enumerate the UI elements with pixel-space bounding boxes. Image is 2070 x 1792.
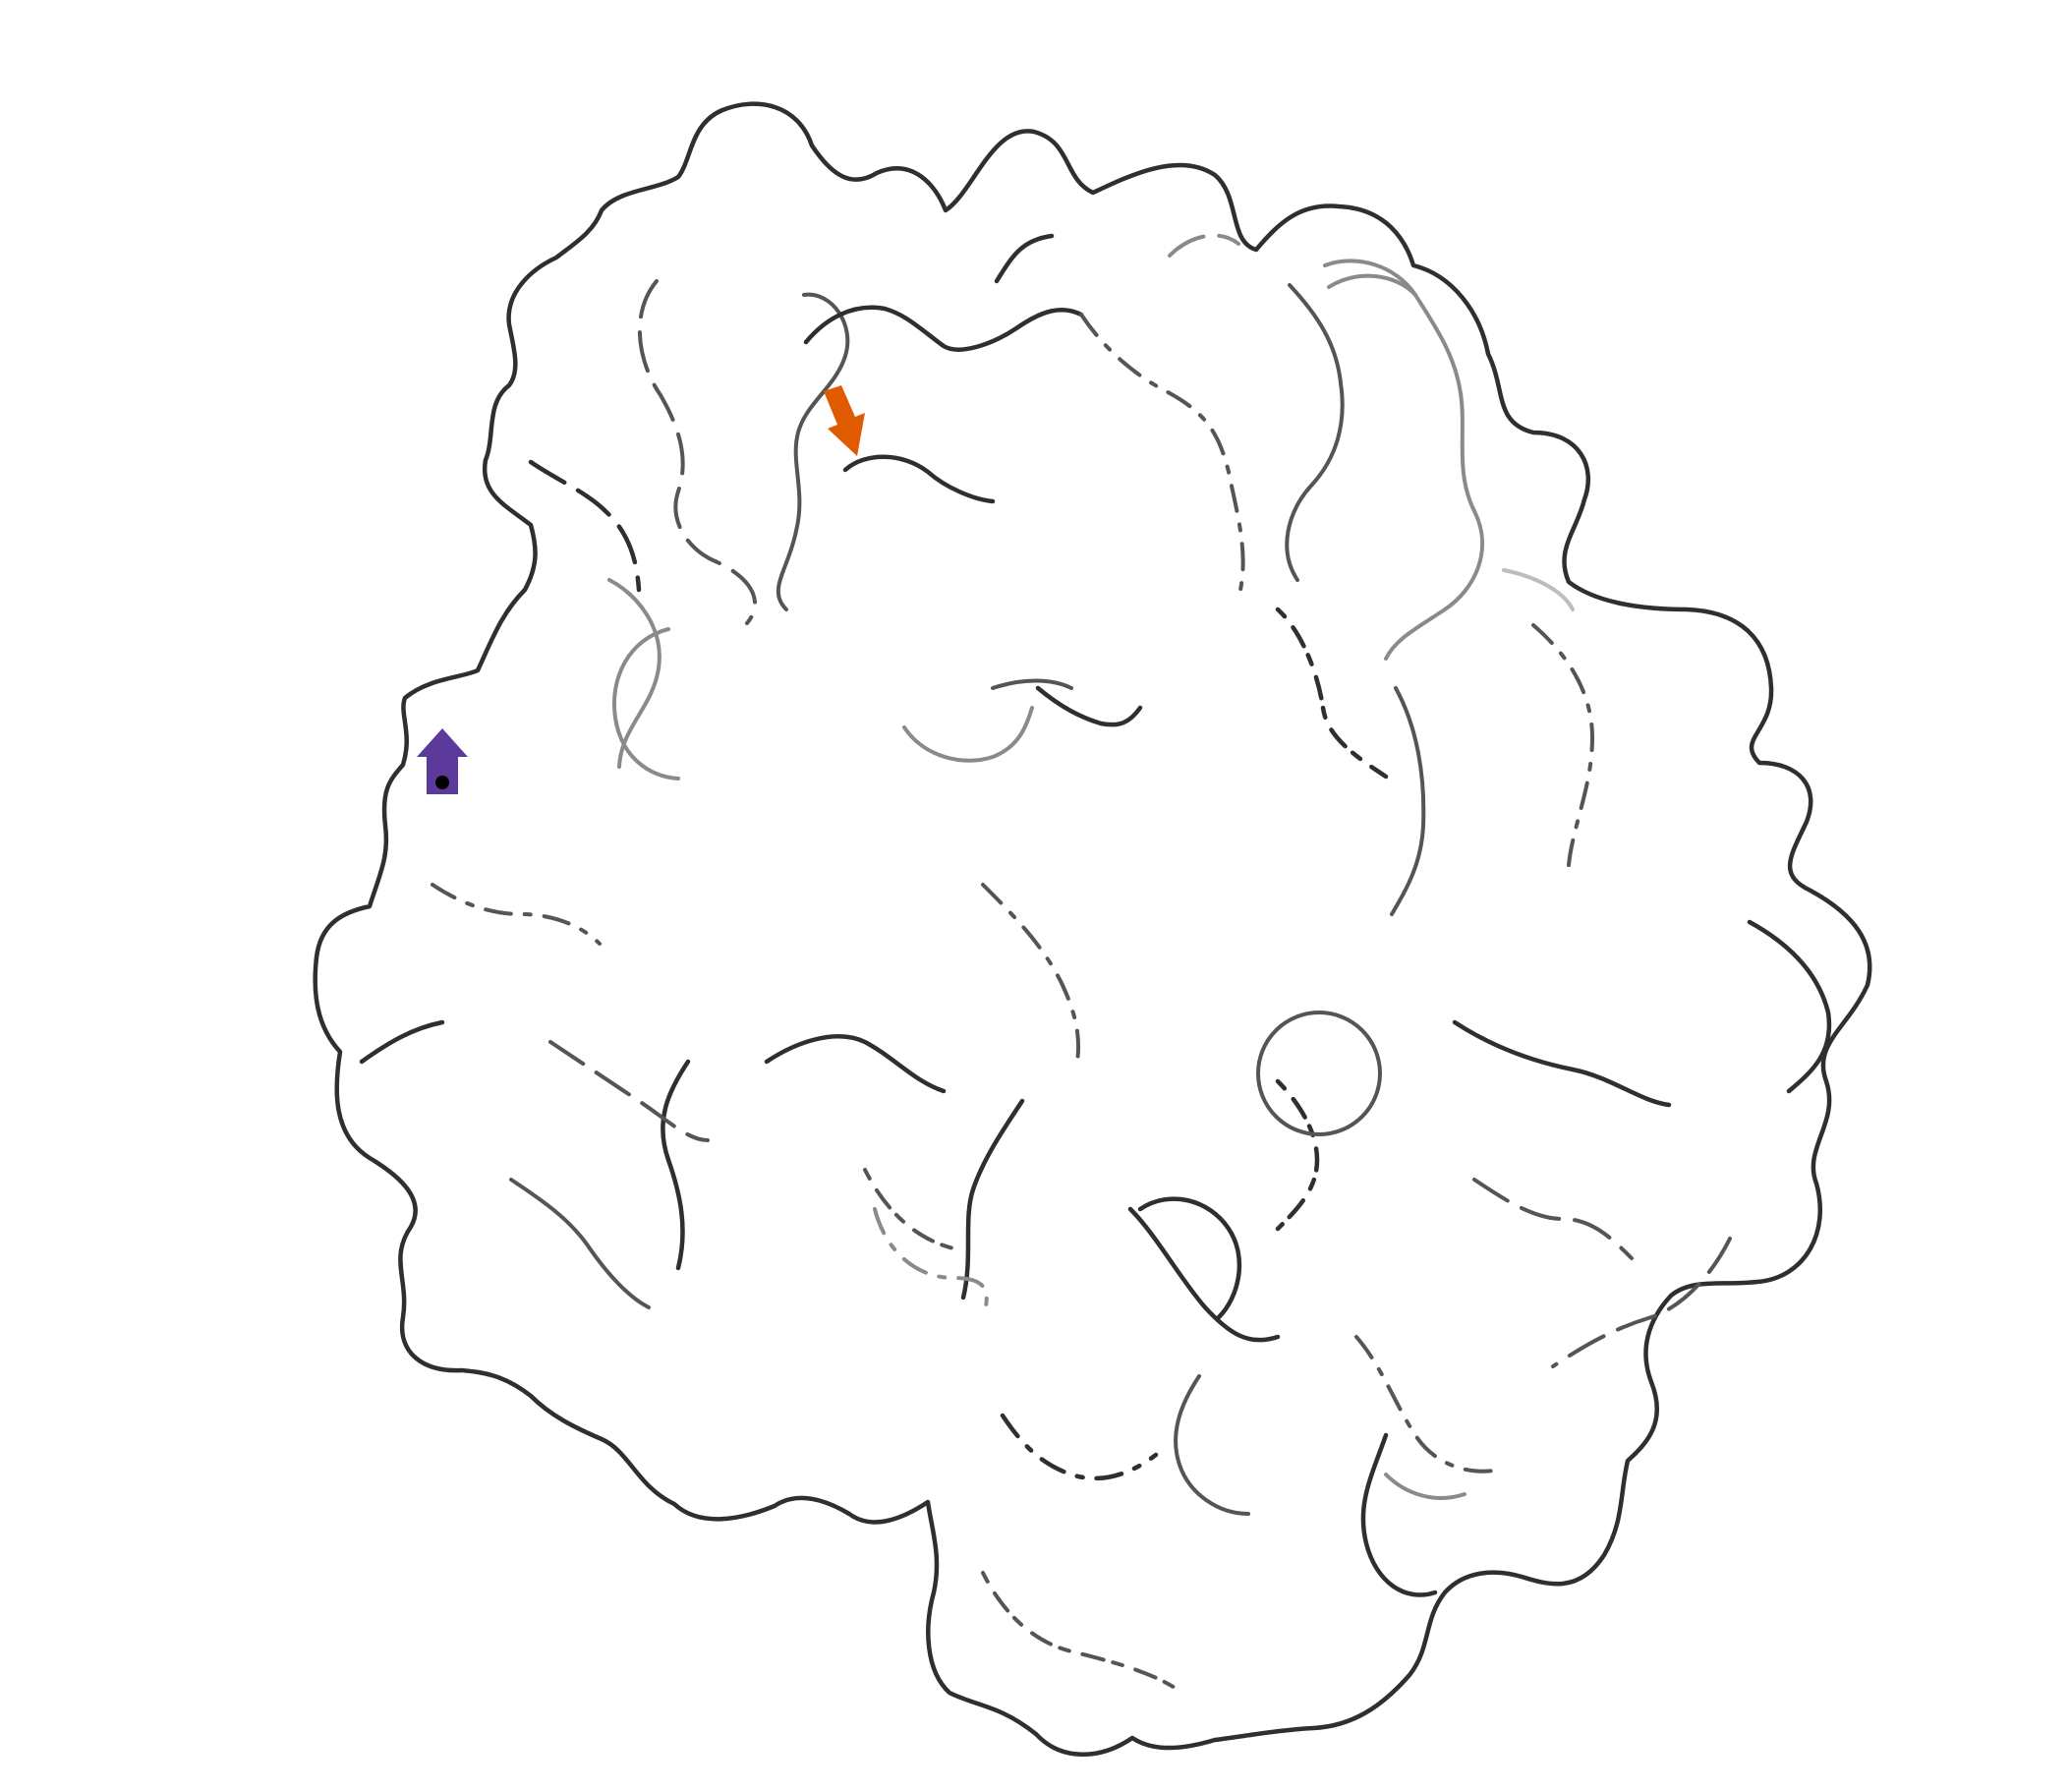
surface-inner-ridge-11 <box>1452 1019 1672 1108</box>
surface-inner-ridge-30 <box>528 459 642 593</box>
surface-inner-ridge-31 <box>991 678 1073 690</box>
surface-inner-ridge-34 <box>1137 1196 1242 1320</box>
surface-inner-ridge-8 <box>1323 259 1484 661</box>
surface-inner-ridge-27 <box>1360 1432 1438 1597</box>
purple-arrow-shape <box>417 728 468 794</box>
surface-inner-ridge-19 <box>661 1059 691 1271</box>
surface-inner-ridge-12 <box>1531 623 1594 867</box>
surface-cavity-ring <box>1256 1011 1382 1136</box>
surface-inner-ridge-16 <box>1354 1335 1496 1474</box>
surface-inner-ridge-26 <box>1174 1374 1250 1516</box>
surface-inner-ridge-17 <box>960 1098 1025 1301</box>
surface-inner-ridge-22 <box>431 883 602 946</box>
surface-inner-ridge-5 <box>1079 313 1245 592</box>
surface-sphere-arc-5 <box>1327 273 1417 297</box>
orange-arrow-marker <box>824 385 865 456</box>
surface-inner-ridge-36 <box>1275 1078 1320 1232</box>
surface-inner-ridge-28 <box>981 1571 1181 1693</box>
surface-inner-ridge-25 <box>1000 1413 1159 1481</box>
surface-outer-outline <box>313 101 1872 1757</box>
surface-inner-ridge-21 <box>764 1034 947 1094</box>
surface-inner-ridge-9 <box>1275 607 1389 780</box>
surface-sphere-arc-3 <box>1502 568 1575 611</box>
surface-inner-ridge-4 <box>842 454 996 504</box>
surface-inner-ridge-14 <box>1551 1237 1732 1368</box>
surface-inner-ridge-24 <box>509 1178 651 1309</box>
orange-arrow-shape <box>824 385 865 456</box>
surface-sphere-arc-2 <box>902 706 1034 763</box>
surface-inner-ridge-33 <box>981 883 1081 1064</box>
surface-sphere-arc-1 <box>612 627 680 780</box>
surface-inner-ridge-13 <box>1747 919 1832 1094</box>
surface-inner-ridge-7 <box>1285 283 1345 582</box>
surface-inner-ridge-18 <box>863 1168 955 1250</box>
surface-inner-ridge-20 <box>548 1040 710 1142</box>
surface-inner-ridge-1 <box>637 279 758 625</box>
purple-arrow-dot <box>435 776 449 789</box>
surface-sphere-arc-4 <box>1168 233 1240 258</box>
surface-inner-ridge-23 <box>359 1019 445 1065</box>
surface-inner-ridge-15 <box>1127 1206 1281 1343</box>
surface-sphere-arc-7 <box>1384 1473 1466 1500</box>
surface-inner-ridge-10 <box>1390 686 1426 916</box>
surface-inner-ridge-29 <box>607 578 661 769</box>
surface-inner-ridge-6 <box>994 233 1055 284</box>
surface-inner-ridge-3 <box>803 305 1084 352</box>
purple-arrow-marker <box>417 728 468 794</box>
surface-inner-ridge-35 <box>1472 1178 1634 1260</box>
surface-inner-ridge-2 <box>776 292 850 611</box>
surface-inner-ridge-32 <box>1035 685 1143 727</box>
